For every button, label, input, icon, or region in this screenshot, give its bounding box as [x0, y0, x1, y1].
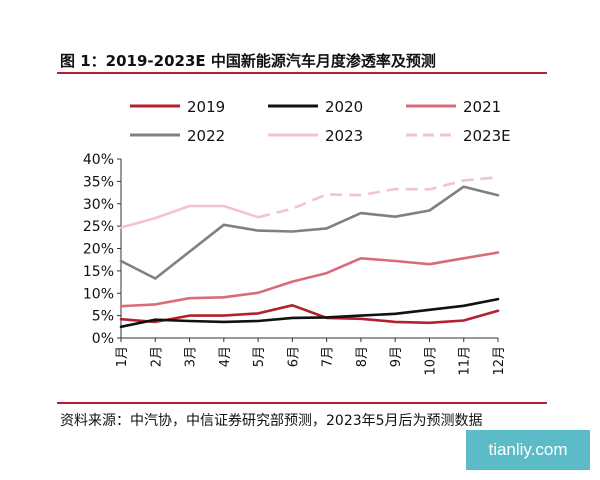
y-tick-label: 35%: [83, 174, 114, 190]
legend-label-2022: 2022: [187, 127, 225, 145]
x-tick-label: 6月: [286, 346, 301, 367]
x-tick-label: 12月: [492, 346, 507, 376]
source-note: 资料来源：中汽协，中信证券研究部预测，2023年5月后为预测数据: [60, 413, 483, 429]
watermark-badge: tianliy.com: [466, 430, 590, 470]
figure-title: 图 1：2019-2023E 中国新能源汽车月度渗透率及预测: [60, 52, 436, 70]
x-tick-label: 5月: [252, 346, 267, 367]
y-tick-label: 0%: [92, 331, 114, 347]
legend-label-2019: 2019: [187, 98, 225, 116]
series-line-2021: [119, 251, 500, 308]
watermark-text: tianliy.com: [488, 440, 568, 459]
legend-label-2023e: 2023E: [463, 127, 511, 145]
series-line-2020: [119, 297, 500, 329]
series-line-2022: [119, 185, 500, 280]
x-tick-label: 4月: [218, 346, 233, 367]
x-tick-label: 8月: [355, 346, 370, 367]
x-tick-label: 11月: [458, 346, 473, 376]
source-divider: [57, 402, 547, 404]
y-tick-label: 5%: [92, 309, 114, 325]
y-tick-label: 25%: [83, 219, 114, 235]
chart-series: [119, 176, 500, 329]
y-tick-label: 15%: [83, 264, 114, 280]
y-tick-label: 40%: [83, 152, 114, 168]
y-tick-label: 20%: [83, 242, 114, 258]
x-tick-label: 9月: [389, 346, 404, 367]
legend-label-2023: 2023: [325, 127, 363, 145]
y-tick-label: 10%: [83, 286, 114, 302]
x-tick-label: 10月: [423, 346, 438, 376]
x-tick-label: 2月: [149, 346, 164, 367]
legend-label-2020: 2020: [325, 98, 363, 116]
series-line-2023e: [257, 176, 499, 219]
chart-legend: 2019 2020 2021 2022 2023 2023E: [130, 98, 511, 145]
chart-axes: 0% 5% 10% 15% 20% 25% 30% 35% 40% 1月 2月 3月 4月 5月 6月 7月 8…: [83, 152, 507, 376]
x-tick-label: 7月: [321, 346, 336, 367]
y-tick-label: 30%: [83, 197, 114, 213]
series-line-2023: [119, 204, 260, 229]
x-tick-label: 3月: [184, 346, 199, 367]
x-tick-label: 1月: [115, 346, 130, 367]
title-divider: [57, 72, 547, 74]
legend-label-2021: 2021: [463, 98, 501, 116]
series-line-2019: [119, 304, 500, 325]
line-chart: 2019 2020 2021 2022 2023 2023E 0% 5% 10% 15% 20% 2…: [83, 98, 511, 376]
